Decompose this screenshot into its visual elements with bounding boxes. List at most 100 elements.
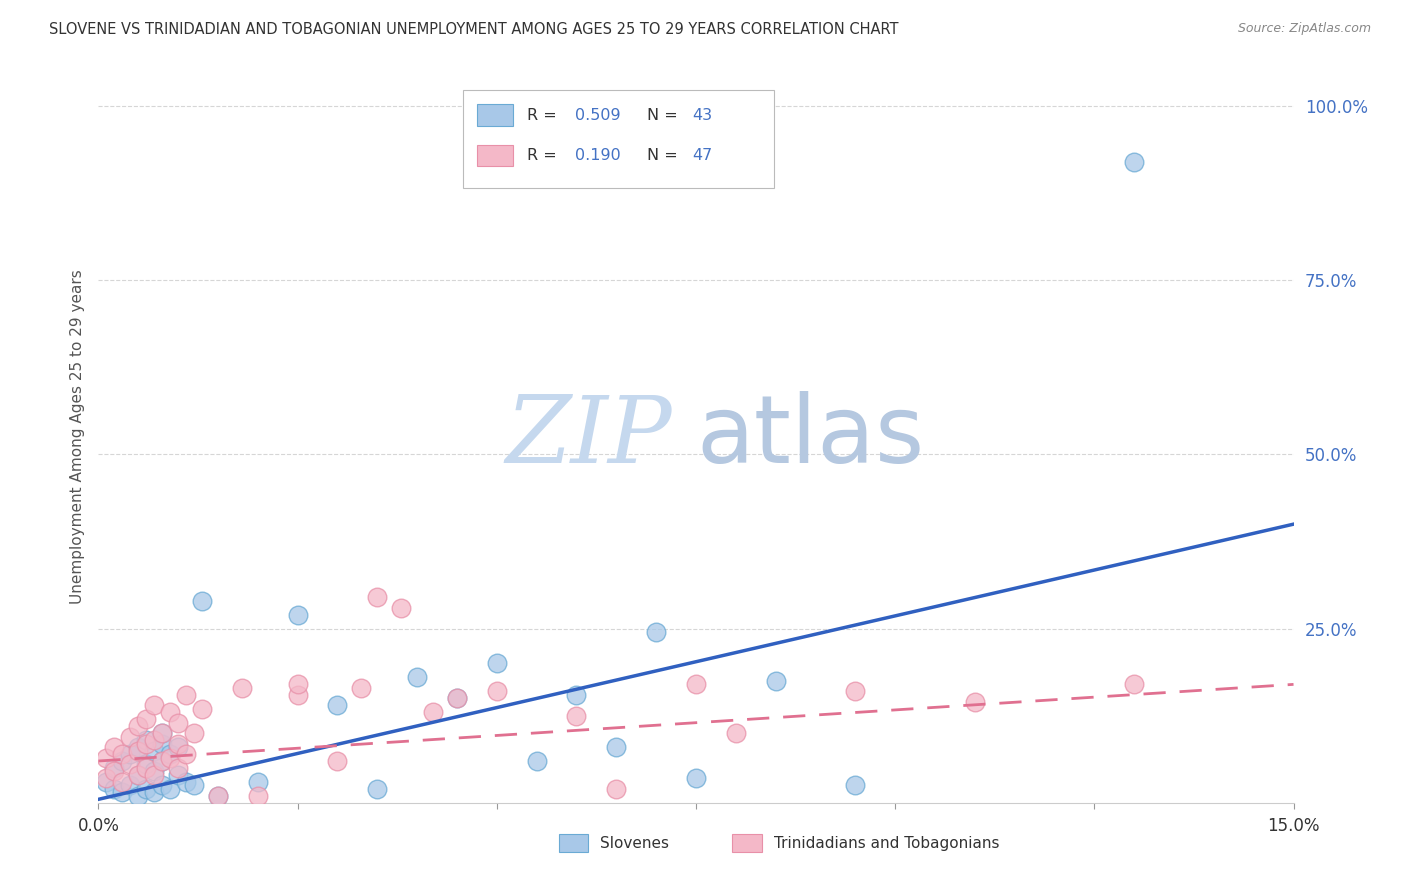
Point xyxy=(326,754,349,768)
Point xyxy=(174,775,197,789)
Bar xyxy=(733,834,762,852)
Point xyxy=(231,681,253,695)
Point xyxy=(120,757,142,772)
Text: Trinidadians and Tobagonians: Trinidadians and Tobagonians xyxy=(773,836,1000,851)
Point xyxy=(143,768,166,782)
Point xyxy=(150,778,173,792)
Point xyxy=(159,747,181,761)
Point xyxy=(183,778,205,792)
Point xyxy=(485,684,508,698)
Point xyxy=(485,657,508,671)
Point xyxy=(103,740,125,755)
Point xyxy=(143,733,166,747)
Point xyxy=(350,681,373,695)
Point xyxy=(174,747,197,761)
Point xyxy=(191,594,214,608)
Point xyxy=(120,747,142,761)
Point xyxy=(127,768,149,782)
Point xyxy=(724,726,747,740)
Bar xyxy=(477,104,513,127)
Point xyxy=(167,761,190,775)
Point xyxy=(159,705,181,719)
Text: 47: 47 xyxy=(692,148,713,163)
Point xyxy=(127,743,149,757)
Point xyxy=(183,726,205,740)
Text: N =: N = xyxy=(647,148,683,163)
Point xyxy=(159,781,181,796)
Point xyxy=(103,764,125,779)
Bar xyxy=(477,145,513,167)
Point xyxy=(422,705,444,719)
Point xyxy=(103,781,125,796)
Point xyxy=(167,737,190,751)
Point xyxy=(207,789,229,803)
Bar xyxy=(558,834,589,852)
Point xyxy=(96,775,118,789)
Point xyxy=(685,677,707,691)
Point xyxy=(326,698,349,713)
Point xyxy=(174,688,197,702)
Point xyxy=(127,740,149,755)
Point xyxy=(167,715,190,730)
Point xyxy=(287,607,309,622)
Point xyxy=(1123,155,1146,169)
Text: SLOVENE VS TRINIDADIAN AND TOBAGONIAN UNEMPLOYMENT AMONG AGES 25 TO 29 YEARS COR: SLOVENE VS TRINIDADIAN AND TOBAGONIAN UN… xyxy=(49,22,898,37)
Point xyxy=(167,768,190,782)
Point xyxy=(143,764,166,779)
Point xyxy=(135,733,157,747)
Point xyxy=(127,789,149,803)
Point xyxy=(1123,677,1146,691)
Point xyxy=(246,789,269,803)
Text: Source: ZipAtlas.com: Source: ZipAtlas.com xyxy=(1237,22,1371,36)
Point xyxy=(645,625,668,640)
Point xyxy=(446,691,468,706)
Point xyxy=(111,754,134,768)
Point xyxy=(406,670,429,684)
Point xyxy=(287,677,309,691)
FancyBboxPatch shape xyxy=(463,90,773,188)
Text: R =: R = xyxy=(527,148,568,163)
Point xyxy=(135,781,157,796)
Text: 0.190: 0.190 xyxy=(575,148,621,163)
Point xyxy=(127,768,149,782)
Point xyxy=(111,775,134,789)
Point xyxy=(565,708,588,723)
Point xyxy=(565,688,588,702)
Point xyxy=(143,785,166,799)
Text: Slovenes: Slovenes xyxy=(600,836,669,851)
Point xyxy=(150,726,173,740)
Point xyxy=(143,698,166,713)
Point xyxy=(366,781,388,796)
Point xyxy=(135,737,157,751)
Point xyxy=(446,691,468,706)
Text: ZIP: ZIP xyxy=(505,392,672,482)
Point xyxy=(605,740,627,755)
Point xyxy=(150,754,173,768)
Point xyxy=(287,688,309,702)
Point xyxy=(135,757,157,772)
Text: 43: 43 xyxy=(692,108,713,123)
Point xyxy=(103,761,125,775)
Y-axis label: Unemployment Among Ages 25 to 29 years: Unemployment Among Ages 25 to 29 years xyxy=(69,269,84,605)
Point xyxy=(963,695,986,709)
Text: N =: N = xyxy=(647,108,683,123)
Point xyxy=(143,743,166,757)
Point xyxy=(685,772,707,786)
Point xyxy=(120,730,142,744)
Point xyxy=(135,712,157,726)
Text: atlas: atlas xyxy=(696,391,924,483)
Point xyxy=(844,684,866,698)
Point xyxy=(96,772,118,786)
Text: 0.509: 0.509 xyxy=(575,108,621,123)
Point xyxy=(159,750,181,764)
Point xyxy=(366,591,388,605)
Point xyxy=(120,778,142,792)
Point xyxy=(111,785,134,799)
Point xyxy=(167,740,190,755)
Point xyxy=(111,747,134,761)
Point xyxy=(135,761,157,775)
Point xyxy=(150,754,173,768)
Point xyxy=(844,778,866,792)
Point xyxy=(526,754,548,768)
Point xyxy=(96,750,118,764)
